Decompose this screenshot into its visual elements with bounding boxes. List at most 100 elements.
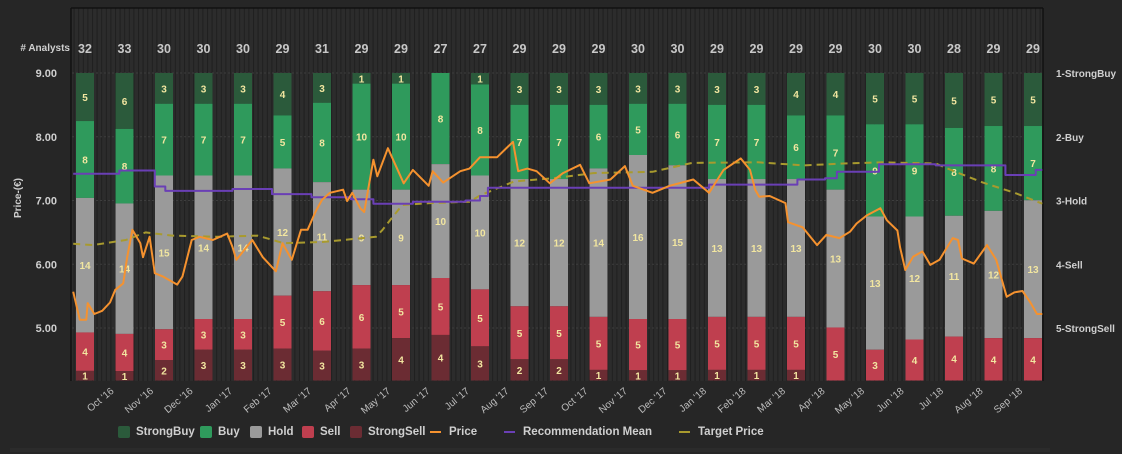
bar-segment-strongbuy[interactable] (984, 73, 1003, 127)
bar-segment-hold[interactable] (194, 175, 213, 320)
bar-segment-hold[interactable] (589, 168, 608, 317)
bar-stack[interactable]: 3 7 14 3 3 (194, 73, 213, 381)
bar-segment-hold[interactable] (905, 216, 924, 340)
bar-segment-strongsell[interactable] (392, 338, 410, 381)
bar-segment-hold[interactable] (155, 175, 173, 330)
bar-segment-hold[interactable] (787, 179, 805, 317)
bar-segment-buy[interactable] (668, 103, 687, 166)
bar-segment-buy[interactable] (589, 104, 608, 169)
bar-segment-sell[interactable] (155, 329, 173, 360)
bar-segment-buy[interactable] (747, 104, 766, 180)
bar-segment-strongbuy[interactable] (945, 73, 963, 128)
bar-segment-strongsell[interactable] (787, 369, 805, 381)
bar-segment-strongsell[interactable] (589, 369, 608, 381)
bar-segment-strongbuy[interactable] (234, 73, 252, 104)
bar-segment-buy[interactable] (155, 103, 173, 176)
bar-segment-buy[interactable] (550, 104, 568, 180)
bar-segment-strongsell[interactable] (76, 370, 94, 381)
bar-stack[interactable]: 5 7 13 4 (1024, 73, 1042, 381)
bar-segment-hold[interactable] (510, 179, 529, 307)
bar-segment-strongsell[interactable] (194, 349, 213, 381)
bar-segment-buy[interactable] (510, 104, 529, 180)
bar-segment-strongbuy[interactable] (471, 73, 489, 85)
bar-segment-sell[interactable] (431, 278, 450, 335)
bar-stack[interactable]: 3 6 15 5 1 (668, 73, 687, 382)
bar-stack[interactable]: 3 8 11 6 3 (313, 73, 331, 381)
bar-segment-strongbuy[interactable] (155, 73, 173, 104)
bar-segment-sell[interactable] (352, 285, 371, 349)
legend-item-price[interactable]: Price (430, 426, 477, 438)
bar-segment-sell[interactable] (629, 319, 647, 371)
bar-segment-hold[interactable] (668, 165, 687, 319)
bar-segment-strongbuy[interactable] (747, 73, 766, 105)
bar-segment-strongbuy[interactable] (668, 73, 687, 104)
bar-segment-buy[interactable] (945, 127, 963, 216)
bar-segment-sell[interactable] (945, 336, 963, 381)
bar-stack[interactable]: 1 10 9 5 4 (392, 73, 410, 381)
bar-segment-strongbuy[interactable] (1024, 73, 1042, 127)
bar-segment-buy[interactable] (866, 124, 884, 217)
bar-stack[interactable]: 3 7 12 5 2 (510, 73, 529, 381)
bar-stack[interactable]: 4 6 13 5 1 (787, 73, 805, 382)
bar-stack[interactable]: 3 7 14 3 3 (234, 73, 252, 381)
bar-segment-strongsell[interactable] (155, 360, 173, 381)
bar-segment-hold[interactable] (1024, 200, 1042, 339)
bar-segment-sell[interactable] (984, 338, 1003, 381)
bar-segment-hold[interactable] (550, 179, 568, 307)
legend-item-buy[interactable]: Buy (200, 426, 240, 438)
bar-segment-strongbuy[interactable] (866, 73, 884, 125)
bar-segment-strongbuy[interactable] (629, 73, 647, 104)
bar-segment-buy[interactable] (76, 121, 94, 198)
bar-segment-strongbuy[interactable] (273, 73, 292, 116)
bar-segment-hold[interactable] (76, 197, 94, 333)
bar-segment-hold[interactable] (984, 210, 1003, 339)
bar-segment-sell[interactable] (668, 319, 687, 371)
bar-segment-strongbuy[interactable] (905, 73, 924, 125)
bar-segment-sell[interactable] (471, 289, 489, 347)
bar-stack[interactable]: 4 7 13 5 (826, 73, 845, 381)
bar-stack[interactable]: 8 10 5 4 (431, 73, 450, 381)
bar-segment-strongsell[interactable] (708, 369, 726, 381)
bar-segment-strongsell[interactable] (747, 369, 766, 381)
bar-segment-buy[interactable] (787, 115, 805, 180)
bar-segment-sell[interactable] (866, 349, 884, 381)
bar-segment-hold[interactable] (471, 175, 489, 290)
bar-segment-buy[interactable] (392, 83, 410, 190)
bar-stack[interactable]: 3 7 13 5 1 (747, 73, 766, 382)
legend-item-sell[interactable]: Sell (302, 426, 340, 438)
bar-segment-strongbuy[interactable] (589, 73, 608, 105)
bar-segment-strongsell[interactable] (668, 370, 687, 381)
legend-item-strongsell[interactable]: StrongSell (350, 426, 426, 438)
bar-segment-sell[interactable] (313, 291, 331, 351)
bar-stack[interactable]: 3 7 15 3 2 (155, 73, 173, 381)
bar-segment-buy[interactable] (629, 103, 647, 155)
bar-segment-hold[interactable] (747, 179, 766, 317)
bar-segment-sell[interactable] (115, 333, 134, 372)
bar-segment-buy[interactable] (905, 124, 924, 217)
bar-segment-strongbuy[interactable] (550, 73, 568, 105)
bar-segment-strongbuy[interactable] (392, 73, 410, 84)
bar-segment-hold[interactable] (234, 175, 252, 320)
bar-stack[interactable]: 5 8 12 4 (984, 73, 1003, 381)
bar-segment-sell[interactable] (194, 319, 213, 350)
bar-segment-strongsell[interactable] (471, 346, 489, 381)
bar-segment-strongbuy[interactable] (194, 73, 213, 104)
bar-segment-sell[interactable] (550, 306, 568, 360)
bar-segment-sell[interactable] (392, 285, 410, 339)
bar-segment-strongbuy[interactable] (510, 73, 529, 105)
bar-segment-buy[interactable] (352, 83, 371, 190)
bar-segment-sell[interactable] (234, 319, 252, 350)
bar-stack[interactable]: 3 6 14 5 1 (589, 73, 608, 382)
bar-stack[interactable]: 5 8 11 4 (945, 73, 963, 381)
bar-stack[interactable]: 5 8 14 4 1 (76, 73, 94, 383)
bar-segment-sell[interactable] (905, 339, 924, 381)
bar-segment-strongsell[interactable] (550, 359, 568, 381)
bar-segment-strongbuy[interactable] (352, 73, 371, 84)
legend-item-strongbuy[interactable]: StrongBuy (118, 426, 195, 438)
bar-segment-hold[interactable] (431, 164, 450, 278)
bar-segment-strongsell[interactable] (352, 348, 371, 381)
bar-segment-hold[interactable] (708, 179, 726, 317)
bar-stack[interactable]: 3 5 16 5 1 (629, 73, 647, 382)
